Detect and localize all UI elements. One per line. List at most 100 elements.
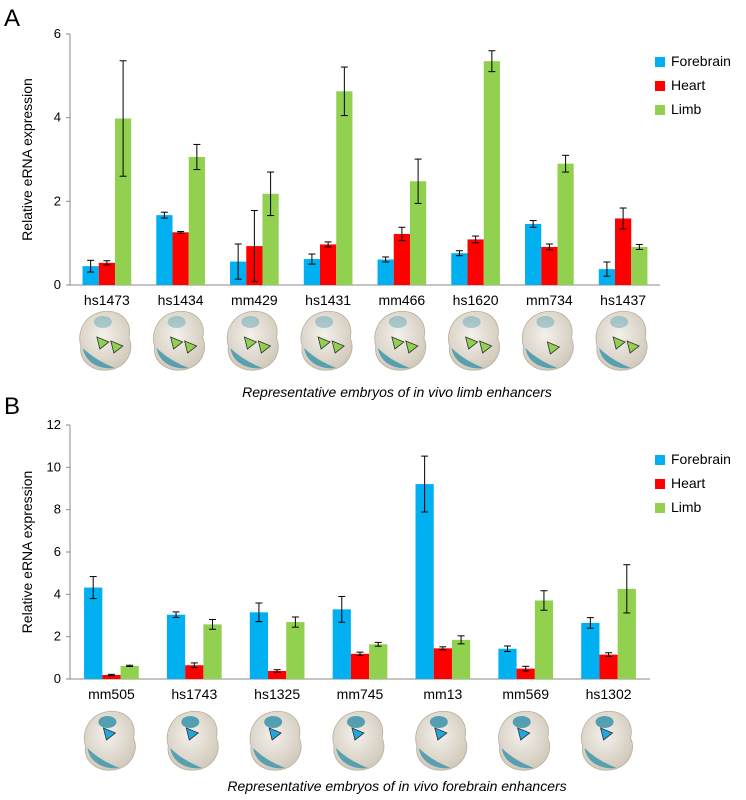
embryo-head-stain	[241, 316, 260, 328]
bar-limb-hs1434	[188, 156, 205, 285]
embryo-arrowhead	[351, 727, 365, 741]
embryo-head-stain	[429, 716, 448, 728]
panel-caption: Representative embryos of in vivo forebr…	[227, 778, 566, 794]
legend-swatch-forebrain	[655, 57, 665, 67]
x-tick-label-hs1473: hs1473	[84, 292, 130, 308]
x-tick-label-mm569: mm569	[502, 686, 549, 702]
embryo-head-stain	[93, 316, 112, 328]
embryo-head-stain	[512, 716, 531, 728]
caption-prefix: Representative embryos of	[227, 778, 398, 794]
embryo-image-mm734	[521, 310, 574, 371]
bar-forebrain-mm569	[498, 648, 517, 679]
caption-prefix: Representative embryos of	[242, 384, 413, 400]
embryo-arrowhead	[185, 727, 200, 741]
legend-swatch-heart	[655, 81, 665, 91]
bar-limb-mm505	[120, 665, 139, 679]
embryo-head-stain	[536, 316, 555, 328]
embryo-arrowhead	[391, 336, 405, 350]
panel-letter: A	[4, 5, 20, 32]
bar-limb-mm745	[369, 644, 388, 679]
bar-forebrain-hs1431	[303, 259, 321, 285]
x-tick-label-mm734: mm734	[526, 292, 573, 308]
legend-label-limb: Limb	[671, 499, 702, 515]
bar-heart-hs1620	[467, 239, 484, 285]
y-tick-label: 6	[54, 26, 61, 41]
embryo-arrowhead	[257, 340, 272, 354]
y-axis-title: Relative eRNA expression	[19, 471, 35, 634]
embryo-arrowhead	[96, 336, 110, 350]
embryo-arrowhead	[102, 727, 117, 741]
embryo-body	[415, 710, 468, 771]
bar-heart-mm505	[102, 674, 121, 679]
legend-label-heart: Heart	[671, 77, 705, 93]
embryo-image-mm466	[374, 310, 427, 371]
chart-panel-a: A 0 2 4 6 Relative eRNA expression hs1473 hs143…	[4, 5, 731, 400]
x-tick-label-hs1434: hs1434	[158, 292, 204, 308]
embryo-image-mm13	[415, 710, 468, 771]
embryo-arrowhead	[599, 727, 614, 741]
bar-forebrain-hs1325	[249, 612, 269, 679]
caption-suffix: forebrain enhancers	[438, 778, 566, 794]
embryo-head-stain	[167, 316, 186, 328]
y-tick-label: 0	[54, 671, 61, 686]
x-tick-label-hs1437: hs1437	[600, 292, 646, 308]
embryo-arrowhead	[479, 340, 493, 354]
embryo-stain	[584, 748, 617, 769]
bar-heart-hs1325	[268, 670, 287, 679]
bar-heart-mm734	[541, 246, 558, 285]
y-tick-label: 10	[47, 459, 61, 474]
embryo-body	[332, 710, 385, 771]
embryo-stain	[156, 348, 189, 369]
x-tick-label-mm505: mm505	[88, 686, 135, 702]
bar-limb-hs1620	[483, 61, 500, 285]
bar-limb-mm569	[534, 600, 554, 679]
x-tick-label-mm466: mm466	[379, 292, 426, 308]
bar-limb-mm13	[451, 639, 471, 679]
bar-heart-hs1473	[98, 262, 115, 285]
embryo-arrowhead	[546, 341, 561, 355]
x-tick-label-hs1431: hs1431	[305, 292, 351, 308]
embryo-head-stain	[264, 716, 283, 728]
embryo-stain	[253, 748, 286, 769]
embryo-stain	[599, 348, 632, 369]
legend-label-heart: Heart	[671, 475, 705, 491]
x-tick-label-mm13: mm13	[423, 686, 462, 702]
bar-forebrain-mm466	[377, 259, 394, 285]
y-tick-label: 4	[54, 110, 61, 125]
bar-limb-mm466	[409, 181, 427, 285]
embryo-arrowhead	[517, 727, 531, 741]
y-tick-label: 2	[54, 193, 61, 208]
bar-heart-mm569	[516, 668, 535, 679]
y-tick-label: 6	[54, 544, 61, 559]
embryo-stain	[82, 348, 115, 369]
x-tick-label-hs1620: hs1620	[453, 292, 499, 308]
y-tick-label: 4	[54, 586, 61, 601]
embryo-head-stain	[98, 716, 117, 728]
bar-heart-hs1434	[172, 232, 189, 285]
x-tick-label-hs1743: hs1743	[171, 686, 217, 702]
caption-suffix: limb enhancers	[453, 384, 552, 400]
bar-limb-mm429	[262, 193, 279, 285]
y-tick-label: 12	[47, 417, 61, 432]
embryo-arrowhead	[317, 336, 331, 350]
bar-forebrain-mm734	[525, 223, 542, 285]
chart-panel-b: B 0 2 4 6 8 10 12 Relative eRNA expression mm505 h…	[4, 393, 731, 794]
bar-limb-hs1743	[203, 624, 222, 679]
bar-forebrain-mm13	[415, 484, 434, 679]
embryo-body	[166, 710, 219, 771]
bar-limb-mm734	[557, 163, 574, 285]
embryo-head-stain	[181, 716, 200, 728]
embryo-head-stain	[347, 716, 365, 728]
bar-heart-mm745	[350, 653, 370, 679]
embryo-arrowhead	[626, 340, 640, 354]
legend-label-limb: Limb	[671, 101, 702, 117]
embryo-arrowhead	[268, 727, 282, 741]
embryo-head-stain	[388, 316, 407, 328]
bar-limb-hs1437	[631, 246, 648, 285]
y-tick-label: 0	[54, 277, 61, 292]
embryo-arrowhead	[184, 340, 198, 354]
embryo-arrowhead	[465, 336, 479, 350]
embryo-arrowhead	[405, 340, 419, 354]
embryo-image-hs1325	[249, 710, 302, 771]
embryo-stain	[87, 748, 120, 769]
